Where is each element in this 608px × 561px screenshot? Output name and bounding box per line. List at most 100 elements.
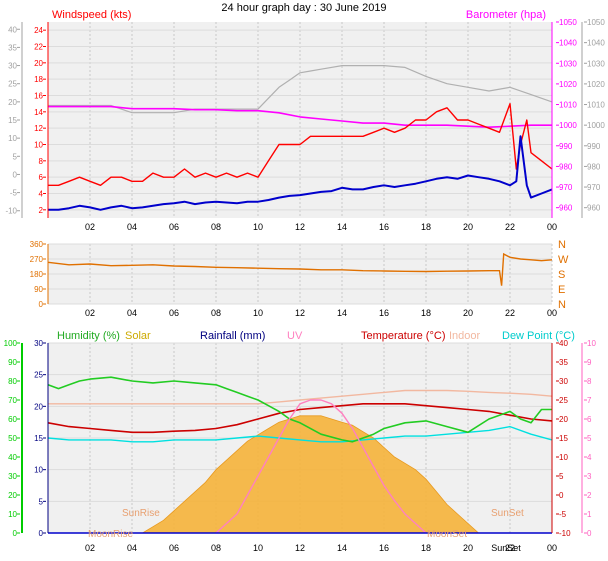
x-tick-label: 16: [379, 222, 389, 232]
temperature-axis-tick-label: 15: [559, 434, 568, 443]
series-uv-line: [215, 399, 427, 534]
x-tick-label: 22: [505, 222, 515, 232]
temperature-axis-tick-label: 20: [559, 415, 568, 424]
x-tick-label: 04: [127, 222, 137, 232]
uv-axis-tick-label: 1: [587, 510, 592, 519]
temperature-axis-tick-label: 5: [559, 472, 564, 481]
compass-label: W: [558, 254, 569, 266]
legend-barometer: Barometer (hpa): [466, 9, 546, 21]
uv-axis-tick-label: 3: [587, 472, 592, 481]
humidity-axis-tick-label: 50: [8, 434, 17, 443]
x-tick-label: 06: [169, 222, 179, 232]
barometer-axis-tick-label: 990: [559, 142, 573, 151]
x-tick-label: 08: [211, 222, 221, 232]
series-left-outer-line: [48, 65, 553, 114]
legend-indoor: Indoor: [449, 330, 481, 342]
rainfall-axis-tick-label: 10: [34, 466, 43, 475]
x-tick-label: 22: [505, 543, 515, 553]
compass-label: N: [558, 299, 566, 311]
windspeed-axis-tick-label: 24: [34, 26, 43, 35]
legend-uv: UV: [287, 330, 303, 342]
x-tick-label: 12: [295, 308, 305, 318]
x-tick-label: 16: [379, 543, 389, 553]
x-tick-label: 02: [85, 543, 95, 553]
barometer-axis-tick-label: 1040: [559, 39, 577, 48]
compass-label: E: [558, 284, 565, 296]
windspeed-axis-tick-label: 22: [34, 43, 43, 52]
humidity-axis-tick-label: 70: [8, 396, 17, 405]
temperature-axis-tick-label: 0: [559, 491, 564, 500]
compass-label: S: [558, 269, 565, 281]
temperature-axis-tick-label: -5: [559, 510, 567, 519]
x-tick-label: 12: [295, 543, 305, 553]
rainfall-axis-tick-label: 25: [34, 371, 43, 380]
graph-title: 24 hour graph day : 30 June 2019: [221, 2, 386, 14]
right-outer-axis-tick-label: 980: [587, 162, 601, 171]
humidity-axis-tick-label: 30: [8, 472, 17, 481]
x-tick-label: 02: [85, 222, 95, 232]
left-outer-axis-tick-label: 10: [8, 134, 17, 143]
left-outer-axis-tick-label: 15: [8, 116, 17, 125]
series-indoor-line: [48, 389, 553, 405]
rainfall-axis-tick-label: 20: [34, 402, 43, 411]
x-tick-label: 10: [253, 308, 263, 318]
legend-solar: Solar: [125, 330, 151, 342]
uv-axis-tick-label: 0: [587, 529, 592, 538]
compass-label: N: [558, 239, 566, 251]
x-tick-label: 14: [337, 222, 347, 232]
annotation-sunset: SunSet: [491, 508, 524, 519]
annotation-moonrise: MoonRise: [88, 529, 133, 540]
right-outer-axis-tick-label: 960: [587, 204, 601, 213]
x-tick-label: 02: [85, 308, 95, 318]
x-tick-label: 18: [421, 543, 431, 553]
x-tick-label: 04: [127, 308, 137, 318]
windspeed-axis-tick-label: 20: [34, 59, 43, 68]
x-tick-label: 22: [505, 308, 515, 318]
direction-axis-tick-label: 0: [39, 300, 44, 309]
series-humidity-line: [47, 376, 552, 443]
windspeed-axis-tick-label: 18: [34, 75, 43, 84]
left-outer-axis-tick-label: -10: [5, 207, 17, 216]
uv-axis-tick-label: 10: [587, 339, 596, 348]
x-tick-label: 18: [421, 222, 431, 232]
right-outer-axis-tick-label: 1020: [587, 80, 605, 89]
temperature-axis-tick-label: 10: [559, 453, 568, 462]
left-outer-axis-tick-label: 20: [8, 98, 17, 107]
legend-temperature: Temperature (°C): [361, 330, 445, 342]
rainfall-axis-tick-label: 5: [39, 497, 44, 506]
uv-axis-tick-label: 4: [587, 453, 592, 462]
windspeed-axis-tick-label: 6: [39, 173, 44, 182]
uv-axis-tick-label: 2: [587, 491, 592, 500]
x-tick-label: 06: [169, 308, 179, 318]
x-tick-label: 10: [253, 543, 263, 553]
windspeed-axis-tick-label: 14: [34, 108, 43, 117]
barometer-axis-tick-label: 1020: [559, 80, 577, 89]
wind-baro-panel: 24681012141618202224-10-5051015202530354…: [5, 9, 605, 218]
left-outer-axis-tick-label: -5: [10, 189, 18, 198]
humidity-axis-tick-label: 40: [8, 453, 17, 462]
left-outer-axis-tick-label: 30: [8, 62, 17, 71]
x-tick-label: 00: [547, 543, 557, 553]
x-tick-label: 00: [547, 222, 557, 232]
x-axis-sunset-label: SunSet: [491, 543, 521, 553]
x-tick-label: 08: [211, 543, 221, 553]
legend-humidity: Humidity (%): [57, 330, 120, 342]
windspeed-axis-tick-label: 12: [34, 124, 43, 133]
temperature-humidity-series: [47, 376, 553, 534]
series-gust-line: [48, 103, 553, 186]
rainfall-axis-tick-label: 15: [34, 434, 43, 443]
temperature-humidity-panel: 0510152025300102030405060708090100-10-50…: [4, 330, 597, 540]
windspeed-axis-tick-label: 10: [34, 141, 43, 150]
barometer-axis-tick-label: 1000: [559, 121, 577, 130]
barometer-axis-tick-label: 970: [559, 183, 573, 192]
right-outer-axis-tick-label: 1030: [587, 59, 605, 68]
humidity-axis-tick-label: 90: [8, 358, 17, 367]
windspeed-axis-tick-label: 16: [34, 92, 43, 101]
windspeed-axis-tick-label: 4: [39, 190, 44, 199]
right-outer-axis-tick-label: 970: [587, 183, 601, 192]
x-tick-label: 16: [379, 308, 389, 318]
barometer-axis-tick-label: 1030: [559, 59, 577, 68]
windspeed-axis-tick-label: 8: [39, 157, 44, 166]
